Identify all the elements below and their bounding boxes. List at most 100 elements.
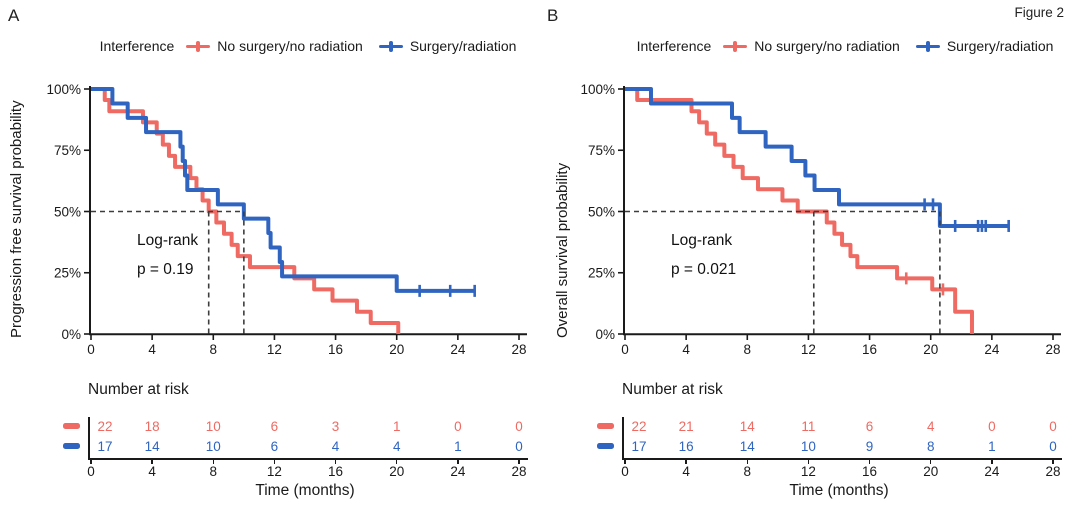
risk-x-tick: [151, 459, 153, 465]
legend-item-no-surgery: No surgery/no radiation: [217, 38, 363, 54]
risk-row-key-blue-icon: [597, 442, 614, 449]
legend-item-no-surgery: No surgery/no radiation: [754, 38, 900, 54]
x-tick-label: 16: [328, 342, 343, 357]
risk-x-tick: [746, 459, 749, 465]
panel-b-label: B: [547, 6, 559, 25]
risk-row-key-blue-icon: [63, 442, 80, 449]
risk-count-blue: 6: [270, 438, 279, 454]
risk-count-blue: 16: [678, 438, 694, 454]
risk-x-tick: [991, 459, 993, 465]
x-tick-label: 8: [744, 342, 752, 357]
risk-x-axis: [622, 458, 1062, 460]
x-axis-title: Time (months): [255, 482, 355, 499]
risk-count-blue: 14: [739, 438, 755, 454]
x-tick-label: 4: [682, 342, 690, 357]
y-tick-label: 50%: [588, 204, 615, 219]
risk-x-tick-label: 8: [743, 464, 752, 479]
logrank-line2: p = 0.021: [671, 261, 737, 278]
legend: Interference No surgery/no radiation Sur…: [0, 38, 540, 54]
risk-row-key-red-icon: [63, 423, 80, 429]
risk-x-tick-label: 8: [209, 464, 218, 479]
risk-x-tick: [518, 459, 520, 465]
logrank-annotation: Log-rank p = 0.021: [671, 226, 736, 284]
y-tick-label: 75%: [588, 143, 615, 158]
risk-x-tick-label: 24: [984, 464, 1000, 479]
legend-title: Interference: [99, 38, 175, 54]
risk-x-tick-label: 0: [621, 464, 629, 479]
risk-x-tick: [685, 459, 687, 465]
risk-count-red: 18: [144, 419, 160, 434]
risk-x-tick: [334, 459, 337, 465]
risk-count-red: 6: [270, 419, 279, 434]
km-curve-red: [625, 87, 974, 334]
risk-x-tick: [929, 459, 932, 465]
panel-b: B Interference No surgery/no radiation S…: [534, 0, 1080, 514]
risk-x-tick-label: 12: [266, 464, 282, 479]
risk-x-tick-label: 20: [389, 464, 405, 479]
risk-x-tick-label: 28: [511, 464, 527, 479]
x-tick-label: 12: [267, 342, 282, 357]
logrank-annotation: Log-rank p = 0.19: [137, 226, 198, 284]
risk-count-red: 1: [392, 419, 401, 434]
risk-x-tick: [457, 459, 459, 465]
x-tick-label: 4: [148, 342, 156, 357]
risk-count-blue: 1: [988, 438, 996, 454]
risk-count-red: 0: [515, 419, 523, 434]
risk-table-title: Number at risk: [622, 381, 723, 398]
risk-x-tick-label: 28: [1045, 464, 1061, 479]
y-tick-label: 25%: [588, 266, 615, 281]
risk-count-red: 4: [926, 419, 935, 434]
y-tick-label: 0%: [595, 327, 615, 342]
risk-count-red: 22: [97, 419, 113, 434]
risk-x-tick: [395, 459, 398, 465]
risk-count-blue: 1: [454, 438, 462, 454]
y-tick-label: 0%: [61, 327, 81, 342]
figure-label: Figure 2: [1014, 5, 1064, 20]
risk-count-blue: 10: [800, 438, 816, 454]
risk-x-tick-label: 12: [800, 464, 816, 479]
legend-item-surgery: Surgery/radiation: [409, 38, 517, 54]
risk-count-blue: 10: [205, 438, 221, 454]
x-tick-label: 24: [984, 342, 1000, 357]
risk-count-red: 11: [801, 419, 816, 434]
risk-x-tick: [868, 459, 871, 465]
km-curve-blue: [91, 87, 475, 293]
risk-table-axis-line: [622, 417, 624, 458]
x-tick-label: 20: [923, 342, 938, 357]
risk-x-tick-label: 16: [862, 464, 878, 479]
risk-count-red: 14: [739, 419, 755, 434]
x-tick-label: 0: [87, 342, 95, 357]
risk-x-axis: [88, 458, 528, 460]
risk-count-red: 22: [631, 419, 647, 434]
risk-count-red: 3: [331, 419, 340, 434]
risk-x-tick-label: 24: [450, 464, 466, 479]
y-tick-label: 75%: [54, 143, 81, 158]
legend-key-blue-icon: [915, 40, 940, 53]
panel-a-label: A: [8, 6, 20, 25]
risk-x-tick: [1052, 459, 1054, 465]
risk-x-tick-label: 16: [328, 464, 344, 479]
km-curve-blue: [625, 87, 1009, 228]
risk-x-tick: [273, 459, 276, 465]
risk-count-red: 6: [865, 419, 874, 434]
x-tick-label: 24: [450, 342, 466, 357]
x-tick-label: 28: [1045, 342, 1060, 357]
risk-count-red: 0: [1049, 419, 1057, 434]
x-tick-label: 16: [862, 342, 877, 357]
x-tick-label: 28: [511, 342, 526, 357]
legend-key-red-icon: [723, 40, 748, 53]
risk-x-tick: [90, 459, 92, 465]
risk-count-blue: 9: [865, 438, 874, 454]
legend-item-surgery: Surgery/radiation: [946, 38, 1054, 54]
risk-count-blue: 0: [1049, 438, 1057, 454]
legend-title: Interference: [636, 38, 712, 54]
risk-count-blue: 8: [926, 438, 935, 454]
risk-count-blue: 14: [144, 438, 160, 454]
risk-count-blue: 4: [331, 438, 340, 454]
legend-key-red-icon: [186, 40, 211, 53]
risk-x-tick-label: 4: [148, 464, 156, 479]
legend: Interference No surgery/no radiation Sur…: [534, 38, 1080, 54]
risk-table-axis-line: [88, 417, 90, 458]
y-tick-label: 100%: [46, 82, 81, 97]
